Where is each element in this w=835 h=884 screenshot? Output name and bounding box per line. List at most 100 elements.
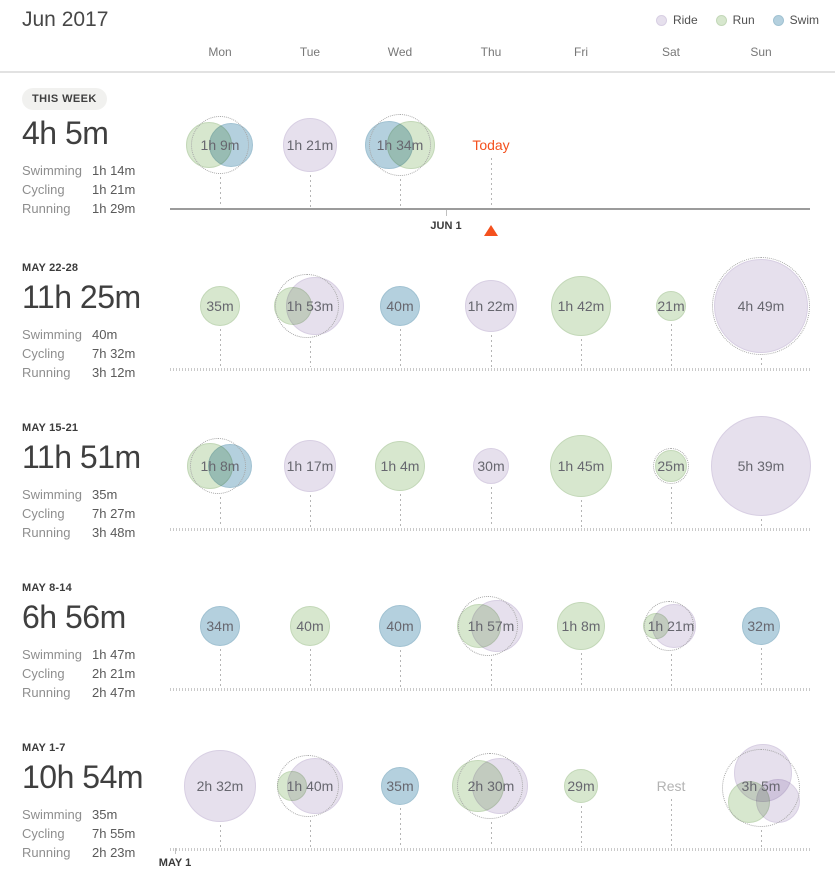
week-total: 11h 51m: [22, 439, 141, 475]
day-bubble-sun[interactable]: 5h 39m: [706, 411, 816, 521]
breakdown-value: 3h 12m: [92, 365, 136, 380]
day-bubble-mon[interactable]: 1h 8m: [165, 411, 275, 521]
legend-label: Run: [732, 13, 755, 27]
breakdown-value: 7h 55m: [92, 826, 136, 841]
day-bubble-tue[interactable]: 1h 40m: [255, 731, 365, 841]
day-bubble-wed[interactable]: 40m: [345, 251, 455, 361]
day-bubble-fri[interactable]: 1h 42m: [526, 251, 636, 361]
breakdown-sport-label: Cycling: [22, 182, 65, 197]
week-summary: THIS WEEK 4h 5m Swimming 1h 14m Cycling 1h 21…: [22, 88, 164, 218]
day-bubble-mon[interactable]: 35m: [165, 251, 275, 361]
bubble-duration: 40m: [386, 298, 414, 314]
day-bubble-tue[interactable]: 1h 17m: [255, 411, 365, 521]
day-bubble-sun[interactable]: 4h 49m: [706, 251, 816, 361]
breakdown-value: 40m: [92, 327, 118, 342]
bubble-duration: 2h 30m: [467, 778, 515, 794]
breakdown-sport-label: Swimming: [22, 807, 82, 822]
day-bubble-tue[interactable]: 1h 53m: [255, 251, 365, 361]
day-bubble-sun[interactable]: 3h 5m: [706, 731, 816, 841]
week-breakdown: Swimming 1h 14m Cycling 1h 21m Running 1h 29m: [22, 161, 164, 218]
breakdown-row: Running 2h 23m: [22, 843, 164, 862]
day-bubble-mon[interactable]: 2h 32m: [165, 731, 275, 841]
breakdown-row: Running 3h 12m: [22, 363, 164, 382]
breakdown-row: Swimming 35m: [22, 805, 164, 824]
day-bubble-thu[interactable]: 1h 57m: [436, 571, 546, 681]
breakdown-value: 7h 32m: [92, 346, 136, 361]
week-range-label: THIS WEEK: [22, 88, 164, 110]
bubble-stem: [491, 659, 492, 687]
legend-item-run[interactable]: Run: [715, 13, 755, 27]
week-total: 11h 25m: [22, 279, 141, 315]
bubble-duration: 4h 49m: [737, 298, 785, 314]
day-bubble-thu[interactable]: 1h 22m: [436, 251, 546, 361]
breakdown-sport-label: Running: [22, 525, 71, 540]
day-bubble-sun[interactable]: 32m: [706, 571, 816, 681]
day-bubble-sat[interactable]: 21m: [616, 251, 726, 361]
week-total: 10h 54m: [22, 759, 144, 795]
swim-legend-dot: [772, 14, 784, 26]
bubble-stem: [220, 177, 221, 207]
day-bubble-tue[interactable]: 40m: [255, 571, 365, 681]
day-bubble-mon[interactable]: 34m: [165, 571, 275, 681]
breakdown-row: Cycling 1h 21m: [22, 180, 164, 199]
week-summary: MAY 8-14 6h 56m Swimming 1h 47m Cycling 2h 21…: [22, 582, 164, 702]
day-bubble-thu[interactable]: 30m: [436, 411, 546, 521]
bubble-stem: [581, 653, 582, 687]
day-bubble-fri[interactable]: 1h 8m: [526, 571, 636, 681]
bubble-duration: 32m: [747, 618, 775, 634]
day-bubble-sat[interactable]: 25m: [616, 411, 726, 521]
bubble-stem: [761, 519, 762, 527]
breakdown-sport-label: Swimming: [22, 487, 82, 502]
breakdown-value: 1h 14m: [92, 163, 136, 178]
week-breakdown: Swimming 35m Cycling 7h 55m Running 2h 23m: [22, 805, 164, 862]
bubble-stem: [671, 654, 672, 687]
day-bubble-thu[interactable]: 2h 30m: [436, 731, 546, 841]
day-bubble-sat[interactable]: 1h 21m: [616, 571, 726, 681]
day-bubble-wed[interactable]: 1h 4m: [345, 411, 455, 521]
day-bubble-wed[interactable]: 1h 34m: [345, 90, 455, 200]
day-bubble-tue[interactable]: 1h 21m: [255, 90, 365, 200]
breakdown-row: Cycling 7h 32m: [22, 344, 164, 363]
legend-item-ride[interactable]: Ride: [655, 13, 698, 27]
week-summary: MAY 22-28 11h 25m Swimming 40m Cycling 7h 32m…: [22, 262, 164, 382]
bubble-stem: [400, 808, 401, 847]
breakdown-value: 1h 21m: [92, 182, 136, 197]
week-baseline: [170, 368, 810, 371]
swim-circle: [379, 605, 421, 647]
multi-activity-ring: [722, 749, 800, 827]
run-circle: [656, 291, 686, 321]
breakdown-row: Swimming 35m: [22, 485, 164, 504]
bubble-duration: 35m: [206, 298, 234, 314]
bubble-duration: 1h 9m: [200, 137, 240, 153]
bubble-stem: [491, 822, 492, 847]
breakdown-sport-label: Swimming: [22, 647, 82, 662]
bubble-duration: 1h 40m: [286, 778, 334, 794]
bubble-duration: 34m: [206, 618, 234, 634]
breakdown-row: Swimming 1h 14m: [22, 161, 164, 180]
week-breakdown: Swimming 35m Cycling 7h 27m Running 3h 48m: [22, 485, 164, 542]
day-bubble-wed[interactable]: 40m: [345, 571, 455, 681]
bubble-duration: 3h 5m: [741, 778, 781, 794]
run-circle: [375, 441, 425, 491]
bubble-duration: 1h 57m: [467, 618, 515, 634]
weekday-header-row: Mon Tue Wed Thu Fri Sat Sun: [0, 45, 835, 61]
breakdown-sport-label: Running: [22, 201, 71, 216]
bubble-stem: [581, 500, 582, 527]
week-total: 4h 5m: [22, 115, 109, 151]
this-week-badge: THIS WEEK: [22, 88, 107, 110]
multi-activity-ring: [191, 116, 249, 174]
day-bubble-mon[interactable]: 1h 9m: [165, 90, 275, 200]
breakdown-row: Cycling 7h 27m: [22, 504, 164, 523]
breakdown-value: 1h 29m: [92, 201, 136, 216]
legend-item-swim[interactable]: Swim: [772, 13, 819, 27]
bubble-stem: [310, 495, 311, 527]
ride-legend-dot: [655, 14, 667, 26]
day-bubble-wed[interactable]: 35m: [345, 731, 455, 841]
day-bubble-fri[interactable]: 29m: [526, 731, 636, 841]
bubble-duration: 30m: [477, 458, 505, 474]
day-bubble-fri[interactable]: 1h 45m: [526, 411, 636, 521]
breakdown-sport-label: Cycling: [22, 666, 65, 681]
run-circle: [557, 602, 605, 650]
